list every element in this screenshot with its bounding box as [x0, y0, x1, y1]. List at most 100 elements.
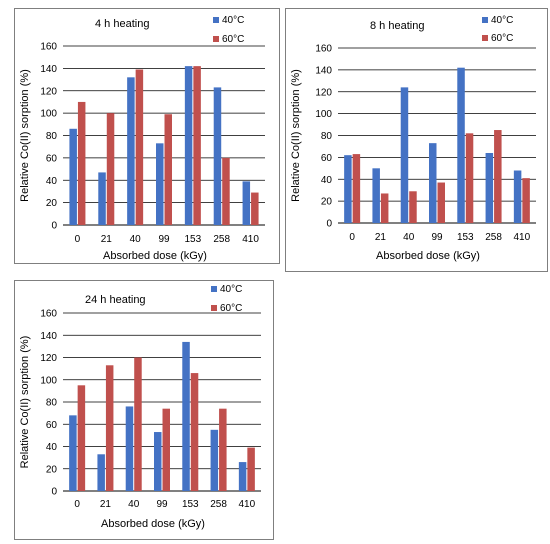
legend-label: 60°C — [220, 303, 242, 314]
y-tick-label: 20 — [46, 464, 58, 475]
bar-60c-0 — [77, 385, 86, 491]
chart-panel-4h: 0 20 40 60 80 100 120 140 160 0 21 40 99 153 258 410 4 h… — [14, 8, 280, 264]
legend-swatch — [211, 286, 217, 292]
legend-swatch — [213, 17, 219, 23]
chart-panel-8h: 0 20 40 60 80 100 120 140 160 0 21 40 99 153 258 410 8 h… — [285, 8, 548, 272]
legend-label: 40°C — [220, 284, 242, 295]
bar-40c-0 — [69, 128, 77, 225]
y-tick-label: 60 — [46, 420, 58, 431]
bar-40c-0 — [69, 415, 77, 491]
chart-8h-heating: 0 20 40 60 80 100 120 140 160 0 21 40 99 153 258 410 8 h… — [290, 15, 536, 262]
bar-60c-21 — [106, 113, 115, 225]
y-axis-label: Relative Co(II) sorption (%) — [290, 69, 302, 202]
y-tick-label: 80 — [321, 131, 333, 142]
bar-40c-258 — [485, 153, 494, 223]
y-tick-label: 160 — [315, 44, 332, 55]
bar-60c-153 — [190, 373, 199, 491]
x-tick-label: 99 — [158, 234, 170, 245]
bar-60c-410 — [247, 447, 255, 491]
legend-label: 40°C — [491, 15, 513, 26]
chart-4h-heating: 0 20 40 60 80 100 120 140 160 0 21 40 99 153 258 410 4 h… — [19, 15, 265, 262]
x-tick-label: 99 — [431, 232, 443, 243]
bar-40c-153 — [182, 341, 190, 491]
x-tick-label: 410 — [514, 232, 531, 243]
y-tick-label: 0 — [326, 219, 332, 230]
bar-60c-153 — [193, 66, 201, 225]
x-axis-label: Absorbed dose (kGy) — [103, 250, 207, 262]
y-tick-label: 120 — [315, 87, 332, 98]
bar-60c-21 — [380, 193, 389, 223]
x-tick-label: 258 — [485, 232, 502, 243]
bar-40c-410 — [238, 462, 247, 491]
x-tick-label: 153 — [457, 232, 474, 243]
y-tick-label: 140 — [40, 331, 57, 342]
legend-label: 60°C — [491, 33, 513, 44]
bar-40c-258 — [213, 87, 222, 225]
x-tick-label: 40 — [403, 232, 415, 243]
legend-swatch — [482, 35, 488, 41]
chart-panel-24h: 0 20 40 60 80 100 120 140 160 0 21 40 99 153 258 410 24 … — [14, 280, 274, 540]
y-tick-label: 140 — [315, 65, 332, 76]
x-axis-label: Absorbed dose (kGy) — [101, 518, 205, 530]
bar-60c-99 — [164, 114, 172, 225]
x-tick-label: 410 — [239, 499, 256, 510]
x-tick-label: 258 — [210, 499, 227, 510]
bar-60c-153 — [465, 133, 474, 223]
x-tick-label: 99 — [156, 499, 168, 510]
bar-60c-258 — [494, 130, 502, 223]
x-tick-label: 21 — [101, 234, 113, 245]
y-tick-label: 40 — [321, 175, 333, 186]
y-axis-label: Relative Co(II) sorption (%) — [19, 69, 31, 202]
x-tick-label: 21 — [375, 232, 387, 243]
y-tick-label: 0 — [51, 221, 57, 232]
legend-label: 60°C — [222, 34, 244, 45]
x-tick-label: 258 — [213, 234, 230, 245]
bar-40c-21 — [97, 454, 105, 491]
y-tick-label: 120 — [40, 86, 57, 97]
chart-title: 8 h heating — [370, 20, 424, 32]
x-tick-label: 21 — [100, 499, 112, 510]
legend-swatch — [482, 17, 488, 23]
bar-40c-21 — [98, 172, 106, 225]
bar-40c-40 — [127, 77, 135, 225]
y-tick-label: 100 — [40, 109, 57, 120]
x-tick-label: 0 — [349, 232, 355, 243]
bar-60c-21 — [105, 365, 114, 491]
x-tick-label: 0 — [75, 234, 81, 245]
bar-40c-153 — [184, 66, 193, 225]
x-tick-label: 40 — [130, 234, 142, 245]
y-tick-label: 40 — [46, 176, 58, 187]
bar-40c-21 — [372, 168, 380, 223]
y-tick-label: 160 — [40, 309, 57, 320]
y-tick-label: 120 — [40, 353, 57, 364]
y-tick-label: 140 — [40, 64, 57, 75]
bar-60c-258 — [222, 157, 230, 225]
legend-swatch — [213, 36, 219, 42]
y-tick-label: 20 — [321, 197, 333, 208]
y-tick-label: 60 — [46, 153, 58, 164]
bar-60c-99 — [437, 182, 445, 223]
y-tick-label: 80 — [46, 131, 58, 142]
bar-40c-153 — [457, 67, 465, 223]
bar-40c-410 — [513, 170, 522, 223]
bar-60c-40 — [134, 357, 142, 491]
bar-40c-40 — [400, 87, 409, 223]
bar-40c-99 — [154, 432, 162, 491]
legend-label: 40°C — [222, 15, 244, 26]
bar-60c-99 — [162, 408, 170, 491]
bar-60c-0 — [77, 101, 86, 225]
bar-40c-410 — [242, 181, 251, 225]
y-tick-label: 0 — [51, 487, 57, 498]
x-tick-label: 0 — [74, 499, 80, 510]
bar-40c-258 — [210, 429, 219, 491]
bar-60c-40 — [409, 191, 417, 223]
y-tick-label: 100 — [315, 109, 332, 120]
x-axis-label: Absorbed dose (kGy) — [376, 250, 480, 262]
bar-40c-99 — [429, 143, 437, 223]
bar-40c-40 — [125, 406, 134, 491]
bar-60c-0 — [352, 154, 361, 223]
bar-60c-40 — [135, 69, 144, 226]
y-axis-label: Relative Co(II) sorption (%) — [19, 336, 31, 469]
chart-24h-heating: 0 20 40 60 80 100 120 140 160 0 21 40 99 153 258 410 24 … — [19, 284, 261, 530]
y-tick-label: 40 — [46, 442, 58, 453]
